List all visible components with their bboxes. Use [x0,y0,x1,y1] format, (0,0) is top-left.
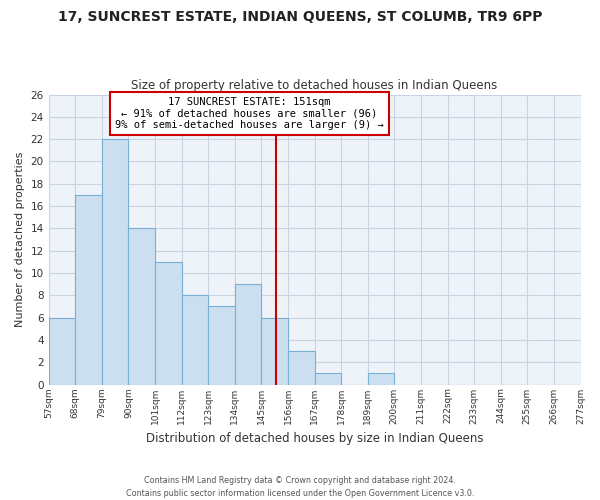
Bar [155,262,182,384]
Bar [288,351,314,384]
Text: Contains HM Land Registry data © Crown copyright and database right 2024.
Contai: Contains HM Land Registry data © Crown c… [126,476,474,498]
Text: 17 SUNCREST ESTATE: 151sqm
← 91% of detached houses are smaller (96)
9% of semi-: 17 SUNCREST ESTATE: 151sqm ← 91% of deta… [115,97,383,130]
Bar [128,228,155,384]
Bar [49,318,75,384]
Bar [208,306,235,384]
Bar [182,296,208,384]
Bar [75,195,102,384]
Bar [262,318,288,384]
Bar [235,284,262,384]
X-axis label: Distribution of detached houses by size in Indian Queens: Distribution of detached houses by size … [146,432,484,445]
Title: Size of property relative to detached houses in Indian Queens: Size of property relative to detached ho… [131,79,498,92]
Y-axis label: Number of detached properties: Number of detached properties [15,152,25,327]
Bar [314,374,341,384]
Bar [102,139,128,384]
Text: 17, SUNCREST ESTATE, INDIAN QUEENS, ST COLUMB, TR9 6PP: 17, SUNCREST ESTATE, INDIAN QUEENS, ST C… [58,10,542,24]
Bar [368,374,394,384]
